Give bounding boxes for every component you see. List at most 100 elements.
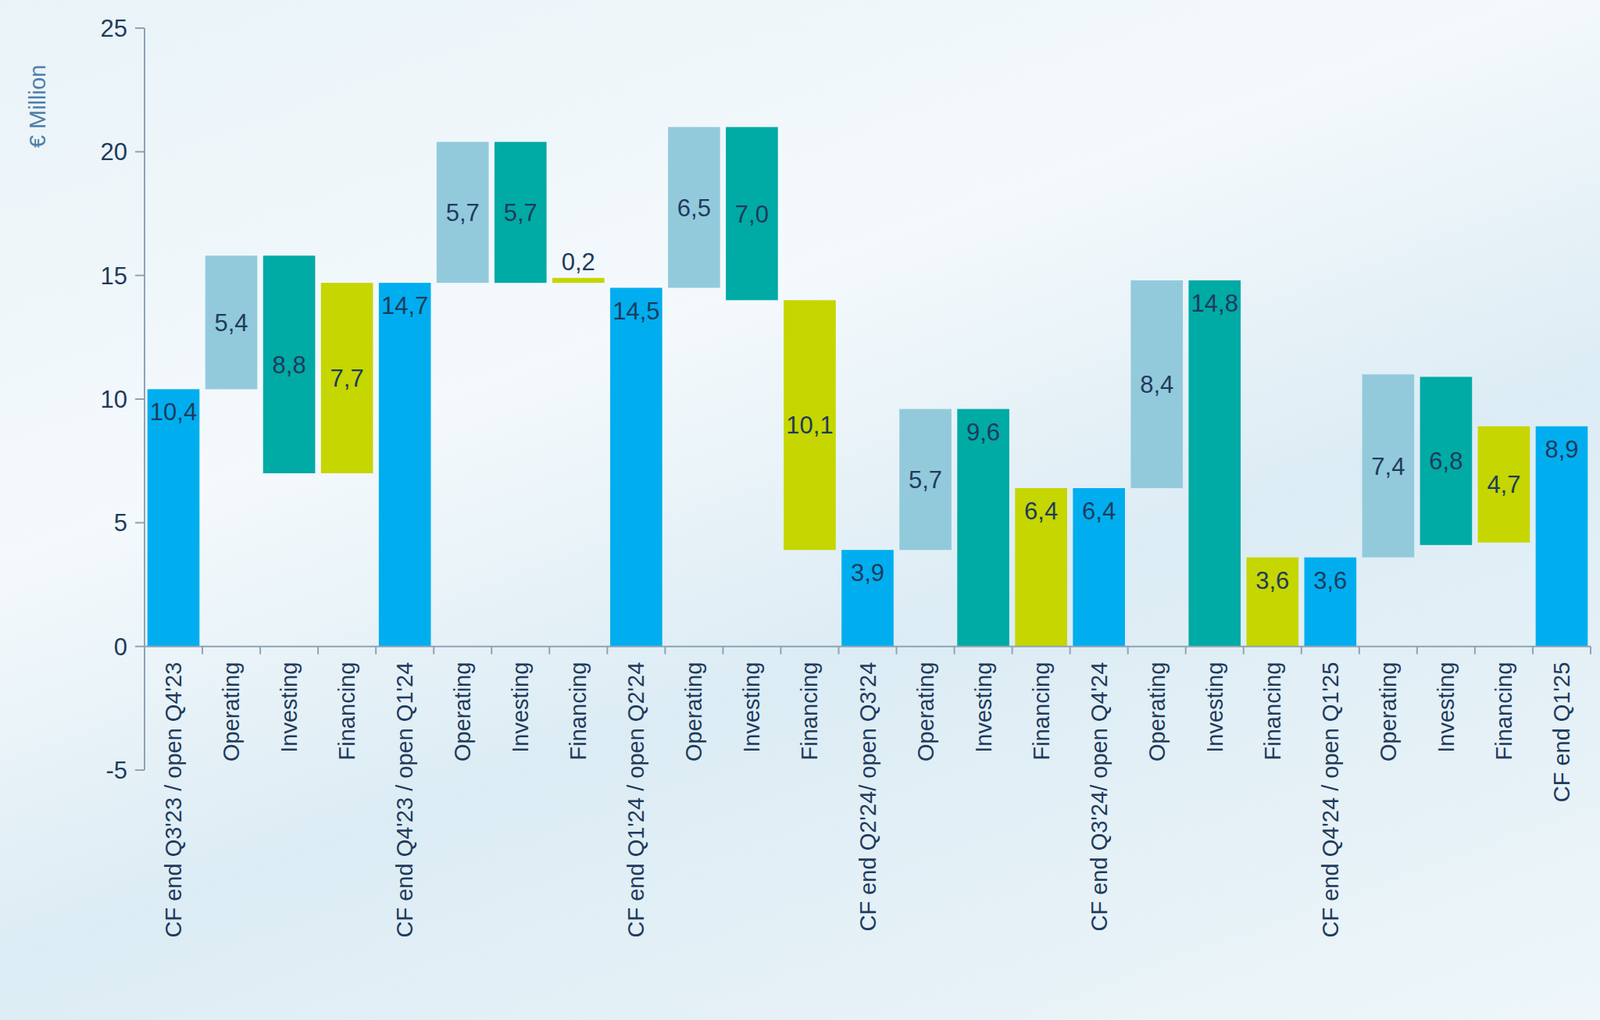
x-tick xyxy=(1011,646,1014,655)
data-label: 10,1 xyxy=(785,411,833,440)
y-tick-label: 10 xyxy=(100,385,128,414)
bar xyxy=(1188,280,1241,647)
x-tick xyxy=(1416,646,1418,655)
bar xyxy=(494,142,547,284)
data-label: 6,4 xyxy=(1082,497,1116,525)
x-tick-label: CF end Q1'24 / open Q2'24 xyxy=(623,662,649,939)
x-tick xyxy=(953,646,956,655)
y-tick xyxy=(135,769,145,772)
data-label: 8,8 xyxy=(272,351,307,379)
data-label: 9,6 xyxy=(966,418,1000,447)
bar xyxy=(1420,377,1473,546)
x-tick-label: Investing xyxy=(739,662,765,754)
data-label: 14,8 xyxy=(1191,289,1239,318)
x-tick xyxy=(896,646,898,655)
x-tick-label: CF end Q4'24 / open Q1'25 xyxy=(1317,662,1343,939)
x-tick xyxy=(1532,646,1534,655)
bar xyxy=(1478,426,1531,543)
data-label: 4,7 xyxy=(1486,471,1521,499)
y-tick-label: 0 xyxy=(114,633,128,661)
y-tick xyxy=(135,398,145,400)
x-tick-label: Operating xyxy=(1375,662,1401,762)
bar xyxy=(667,127,721,289)
x-tick-label: Operating xyxy=(681,662,707,762)
bar xyxy=(147,389,200,647)
y-tick-label: 15 xyxy=(100,262,128,290)
x-tick xyxy=(837,646,840,655)
x-tick xyxy=(259,646,261,655)
x-tick xyxy=(1242,646,1245,655)
data-label: 6,8 xyxy=(1428,447,1463,475)
data-label: 5,7 xyxy=(446,199,480,227)
x-tick-label: Financing xyxy=(1491,662,1517,761)
data-label: 5,7 xyxy=(503,199,538,227)
data-label: 7,0 xyxy=(735,200,769,229)
x-tick-label: Investing xyxy=(507,662,533,754)
bar xyxy=(1130,280,1183,489)
x-tick xyxy=(1474,646,1476,655)
x-tick-label: Operating xyxy=(450,662,475,762)
x-tick xyxy=(779,646,782,655)
x-tick xyxy=(1300,646,1303,655)
data-label: 6,5 xyxy=(677,194,711,222)
x-tick xyxy=(1069,646,1072,655)
bar xyxy=(378,282,432,647)
data-label: 14,7 xyxy=(381,292,429,320)
y-tick xyxy=(135,521,145,524)
x-tick xyxy=(548,646,550,655)
data-label: 3,9 xyxy=(850,559,885,587)
y-tick xyxy=(135,27,145,29)
x-tick-label: Financing xyxy=(334,662,360,761)
data-label: 5,4 xyxy=(214,309,249,337)
bar xyxy=(1535,426,1589,647)
y-axis-title: € Million xyxy=(25,64,50,148)
data-label: 8,4 xyxy=(1139,371,1174,399)
bar xyxy=(1014,488,1068,647)
bar xyxy=(725,127,779,301)
data-label: 7,7 xyxy=(330,364,365,393)
x-tick-label: Financing xyxy=(1260,662,1286,761)
x-tick xyxy=(432,646,435,655)
x-tick xyxy=(317,646,319,655)
x-tick xyxy=(490,646,493,655)
x-tick-label: CF end Q4'23 / open Q1'24 xyxy=(392,662,418,939)
x-tick xyxy=(664,646,666,655)
x-tick-label: Operating xyxy=(1144,662,1170,762)
x-tick-label: Operating xyxy=(218,662,244,762)
data-label: 10,4 xyxy=(150,398,197,426)
bar xyxy=(263,255,316,474)
x-tick-label: Investing xyxy=(276,662,302,754)
x-tick xyxy=(721,646,724,655)
chart: -50510152025€ Million10,45,48,87,714,75,… xyxy=(0,0,1600,1020)
data-label: 7,4 xyxy=(1371,453,1405,481)
x-tick-label: Investing xyxy=(1202,662,1228,754)
data-label: 14,5 xyxy=(612,297,660,325)
bar xyxy=(321,282,374,474)
x-tick xyxy=(1589,646,1592,655)
x-tick xyxy=(201,646,204,655)
x-tick-label: Financing xyxy=(565,662,591,761)
data-label: 3,6 xyxy=(1255,567,1290,595)
bar xyxy=(1246,557,1299,647)
x-tick xyxy=(1358,646,1361,655)
data-label: 3,6 xyxy=(1313,567,1347,595)
data-label: 0,2 xyxy=(561,248,596,276)
x-tick xyxy=(1185,646,1187,655)
y-tick xyxy=(135,150,145,153)
data-label: 6,4 xyxy=(1024,497,1058,525)
bar xyxy=(783,300,836,550)
x-tick-label: Investing xyxy=(1433,662,1459,754)
x-tick-label: CF end Q1'25 xyxy=(1549,662,1575,804)
bar xyxy=(205,255,258,390)
x-tick xyxy=(143,646,146,655)
x-tick xyxy=(375,646,377,655)
bar xyxy=(552,278,605,283)
x-tick-label: CF end Q3'23 / open Q4'23 xyxy=(160,662,186,939)
y-tick-label: 5 xyxy=(114,509,128,537)
bars xyxy=(147,127,1589,647)
bar xyxy=(610,288,663,647)
y-tick xyxy=(135,646,145,648)
bar xyxy=(899,409,952,551)
y-tick-label: 20 xyxy=(100,138,128,166)
x-tick-label: CF end Q3'24/ open Q4'24 xyxy=(1086,662,1112,933)
